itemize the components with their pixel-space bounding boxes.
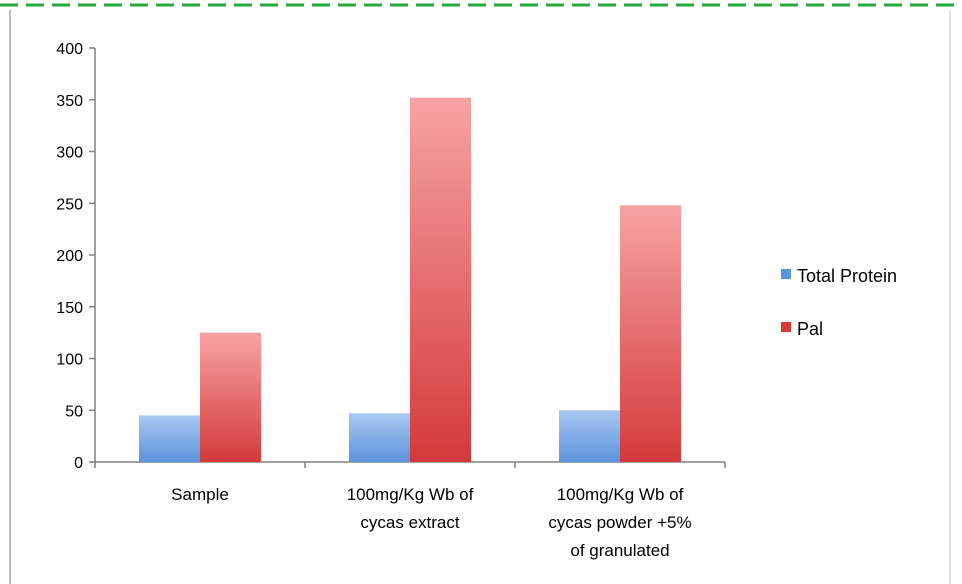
category-labels: Sample 100mg/Kg Wb of cycas extract 100mg/K…: [171, 485, 691, 560]
legend-label-total-protein: Total Protein: [797, 266, 897, 286]
y-tick-label: 150: [56, 300, 83, 317]
x-category-label: of granulated: [570, 541, 669, 560]
y-tick-label: 0: [74, 455, 83, 472]
y-axis-ticks: 0 50 100 150 200 250 300 350 400: [56, 41, 95, 472]
x-category-label: 100mg/Kg Wb of: [347, 485, 474, 504]
y-tick-label: 400: [56, 41, 83, 58]
legend-swatch-total-protein: [781, 269, 791, 279]
bars-group: [139, 97, 681, 463]
x-category-label: cycas powder +5%: [548, 513, 691, 532]
bar-pal: [620, 205, 681, 462]
legend: Total Protein Pal: [781, 266, 897, 339]
y-tick-label: 300: [56, 145, 83, 162]
y-tick-label: 250: [56, 196, 83, 213]
bar-total-protein: [139, 415, 200, 462]
legend-label-pal: Pal: [797, 319, 823, 339]
x-category-label: Sample: [171, 485, 229, 504]
x-category-label: cycas extract: [360, 513, 459, 532]
bar-pal: [410, 97, 471, 463]
y-tick-label: 350: [56, 93, 83, 110]
x-axis-ticks: [94, 462, 726, 468]
bar-total-protein: [349, 413, 410, 462]
legend-swatch-pal: [781, 322, 791, 332]
y-tick-label: 200: [56, 248, 83, 265]
y-tick-label: 50: [65, 403, 83, 420]
y-tick-label: 100: [56, 352, 83, 369]
x-category-label: 100mg/Kg Wb of: [557, 485, 684, 504]
bar-total-protein: [559, 410, 620, 462]
bar-pal: [200, 332, 261, 462]
